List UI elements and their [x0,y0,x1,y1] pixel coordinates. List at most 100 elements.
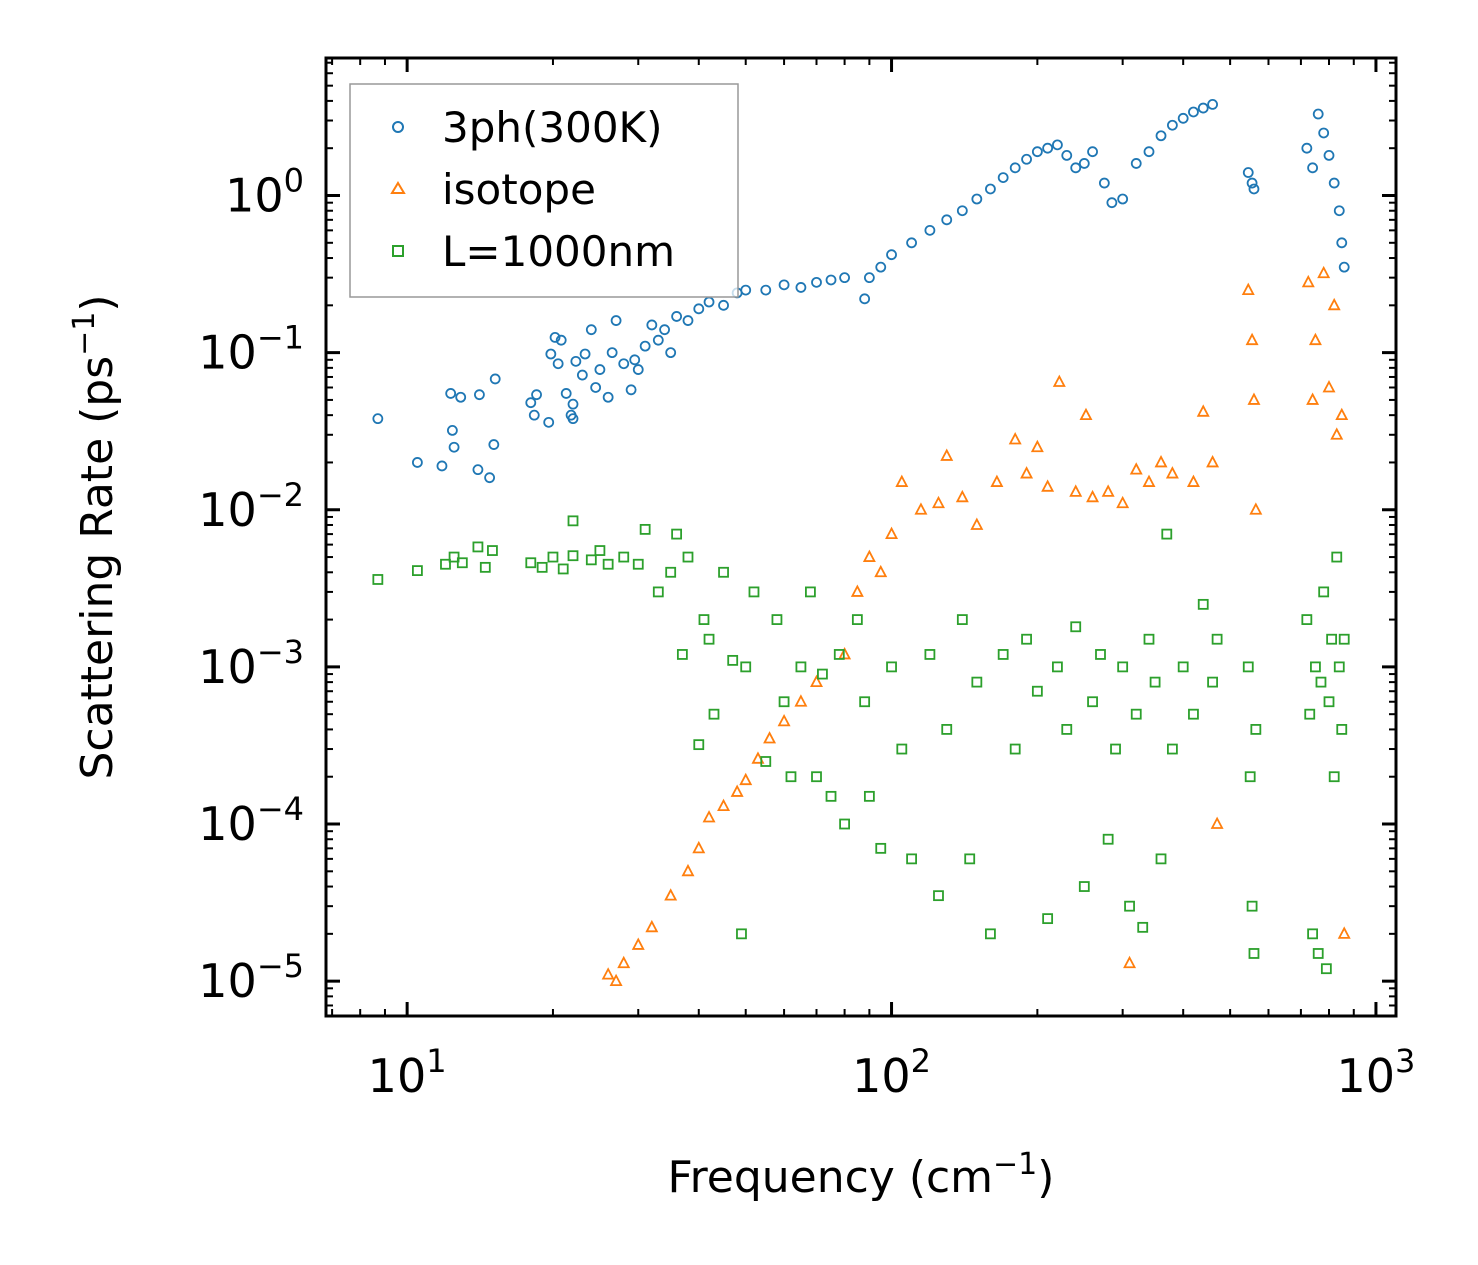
point-0-34 [625,384,637,396]
point-2-68 [1087,696,1098,708]
point-2-87 [1244,771,1256,783]
point-2-94 [1310,661,1321,673]
point-2-73 [1124,900,1135,912]
point-2-21 [665,566,677,578]
point-2-37 [785,771,797,783]
point-1-10 [730,784,744,797]
point-2-101 [1328,771,1340,783]
point-2-33 [748,586,760,598]
point-1-41 [1142,474,1156,487]
point-0-40 [659,324,670,336]
point-2-80 [1166,743,1178,755]
point-0-81 [1166,119,1178,131]
point-0-16 [545,348,557,360]
point-1-52 [1301,274,1315,288]
point-0-56 [863,272,875,284]
point-2-24 [682,551,694,563]
point-2-104 [1336,724,1348,735]
point-0-69 [1042,142,1054,154]
point-1-7 [692,840,706,854]
point-1-20 [874,564,888,578]
x-tick-label-base: 10 [368,1049,427,1103]
point-0-86 [1242,167,1254,178]
point-0-14 [531,389,542,401]
point-0-88 [1248,183,1260,195]
point-0-12 [525,397,537,409]
point-2-0 [372,574,384,585]
point-0-49 [760,284,772,296]
point-1-21 [885,526,899,539]
legend-label-isotope: isotope [442,165,596,214]
legend-label-l1000nm: L=1000nm [442,227,675,276]
point-2-31 [736,928,747,940]
point-2-6 [479,561,491,573]
point-2-62 [1031,685,1043,697]
point-1-36 [1086,489,1100,503]
point-2-58 [985,928,996,940]
y-tick-label-base: 10 [198,483,257,537]
point-0-51 [795,282,807,293]
point-0-35 [629,354,641,366]
point-1-60 [1337,926,1351,939]
y-tick-label-base: 10 [198,797,257,851]
point-0-24 [570,355,582,367]
point-2-26 [698,614,710,625]
point-1-2 [617,955,631,969]
point-1-31 [1030,439,1044,453]
y-tick-label-exp: −3 [257,633,304,671]
point-2-72 [1117,661,1129,673]
point-0-37 [639,340,651,352]
legend-marker-3ph [392,121,404,133]
point-1-46 [1206,455,1220,468]
point-1-57 [1327,297,1341,311]
point-1-38 [1116,495,1130,509]
point-2-10 [547,551,559,563]
point-1-54 [1308,332,1322,346]
series-0 [372,98,1350,484]
point-2-48 [875,842,887,854]
point-1-22 [895,474,909,487]
point-0-53 [825,274,837,286]
point-0-41 [665,347,677,359]
point-1-51 [1249,502,1263,515]
point-2-18 [632,558,644,570]
point-2-8 [525,557,537,569]
point-0-23 [567,413,579,425]
y-tick-label-2: 10−2 [198,476,304,537]
point-1-18 [850,584,864,597]
point-0-15 [543,416,555,428]
point-1-30 [1020,466,1034,479]
point-2-32 [740,661,752,673]
point-2-97 [1318,586,1330,598]
point-2-77 [1149,676,1161,688]
point-2-95 [1312,948,1324,959]
point-2-53 [933,890,944,902]
plot-frame [324,56,1398,1018]
x-tick-label-exp: 1 [426,1042,446,1080]
point-0-73 [1078,158,1090,169]
point-2-88 [1246,900,1258,912]
point-2-42 [825,790,837,802]
point-2-99 [1323,696,1335,708]
point-2-38 [795,661,807,673]
point-1-15 [794,694,808,707]
point-1-16 [810,674,823,688]
point-2-47 [863,790,875,802]
point-0-22 [567,398,579,410]
point-0-75 [1098,177,1110,189]
point-0-90 [1307,162,1319,174]
point-0-85 [1207,98,1218,110]
point-2-81 [1177,661,1189,673]
point-0-13 [528,409,540,421]
point-2-92 [1304,708,1316,720]
y-tick-label-3: 10−3 [198,633,304,694]
point-2-105 [1338,633,1350,645]
point-1-13 [763,731,777,744]
point-1-28 [990,474,1004,487]
point-0-39 [652,334,664,346]
point-0-97 [1338,261,1350,273]
point-1-26 [955,489,969,503]
point-2-60 [1009,743,1021,755]
point-0-79 [1143,146,1155,158]
